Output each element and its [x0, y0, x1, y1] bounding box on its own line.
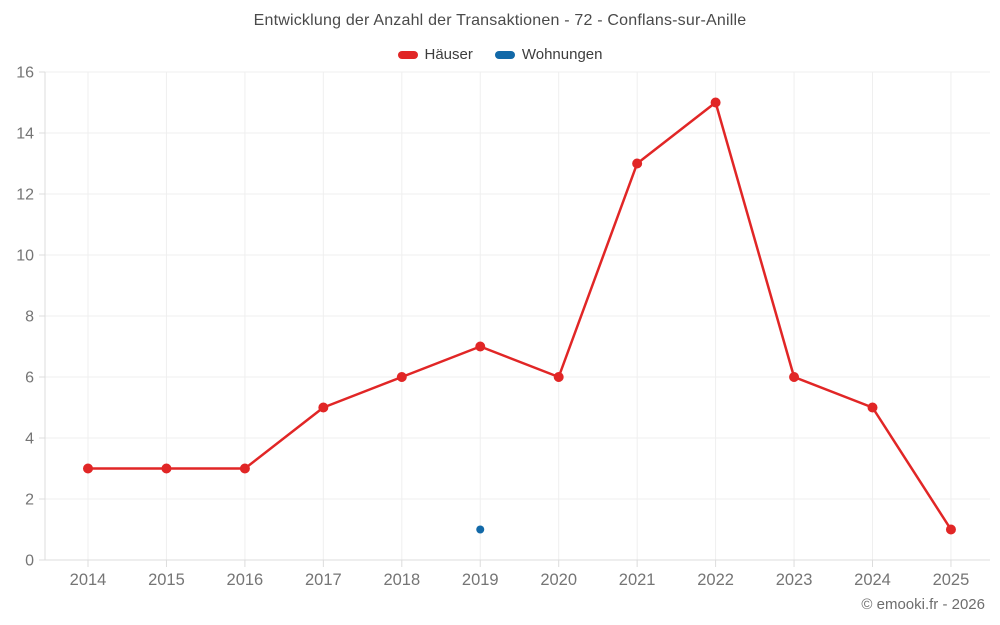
y-axis-tick-label: 10	[16, 248, 34, 265]
data-point-hauser-2022[interactable]	[710, 97, 721, 108]
data-point-hauser-2014[interactable]	[83, 463, 93, 474]
x-axis-tick-label-2020: 2020	[540, 571, 577, 589]
legend-swatch-icon	[494, 50, 515, 59]
legend-swatch-icon	[397, 50, 418, 59]
data-point-hauser-2021[interactable]	[632, 158, 643, 169]
data-point-hauser-2016[interactable]	[239, 463, 250, 474]
x-axis-tick-label-2023: 2023	[776, 571, 813, 589]
data-point-hauser-2020[interactable]	[553, 372, 564, 382]
y-axis-tick-label: 12	[16, 187, 34, 204]
data-point-hauser-2023[interactable]	[789, 372, 800, 382]
y-axis-tick-label: 2	[25, 492, 34, 509]
x-axis-tick-label-2022: 2022	[697, 571, 734, 589]
x-axis-tick-label-2021: 2021	[619, 571, 656, 589]
x-axis-tick-label-2014: 2014	[70, 571, 107, 589]
x-axis-tick-label-2024: 2024	[854, 571, 891, 589]
x-axis-tick-label-2015: 2015	[148, 571, 185, 589]
y-axis-tick-label: 16	[16, 65, 34, 82]
y-axis-tick-label: 0	[25, 553, 34, 570]
series-line-hauser	[86, 101, 953, 531]
data-point-hauser-2018[interactable]	[396, 372, 407, 382]
x-axis-tick-label-2018: 2018	[383, 571, 420, 589]
x-axis-tick-label-2019: 2019	[462, 571, 499, 589]
data-point-hauser-2017[interactable]	[318, 402, 329, 413]
legend-label: Wohnungen	[521, 46, 603, 63]
y-axis-tick-label: 6	[25, 370, 34, 387]
x-axis-tick-label-2017: 2017	[305, 571, 342, 589]
y-axis-tick-label: 14	[16, 126, 34, 143]
legend-item-wohnungen[interactable]: Wohnungen	[494, 46, 603, 63]
data-point-hauser-2025[interactable]	[945, 524, 956, 535]
chart-legend: Häuser Wohnungen	[0, 46, 1000, 63]
chart-title: Entwicklung der Anzahl der Transaktionen…	[253, 12, 747, 29]
data-point-hauser-2015[interactable]	[161, 463, 172, 474]
y-axis-tick-label: 4	[25, 431, 34, 448]
legend-item-hauser[interactable]: Häuser	[397, 46, 473, 63]
legend-label: Häuser	[424, 46, 473, 63]
x-axis-tick-label-2016: 2016	[227, 571, 264, 589]
copyright-footer: © emooki.fr - 2026	[861, 596, 985, 613]
y-axis-tick-label: 8	[25, 309, 34, 326]
data-point-hauser-2024[interactable]	[867, 402, 878, 413]
x-axis-tick-label-2025: 2025	[933, 571, 970, 589]
data-point-hauser-2019[interactable]	[475, 341, 486, 352]
data-point-wohnungen-2019[interactable]	[476, 525, 485, 534]
